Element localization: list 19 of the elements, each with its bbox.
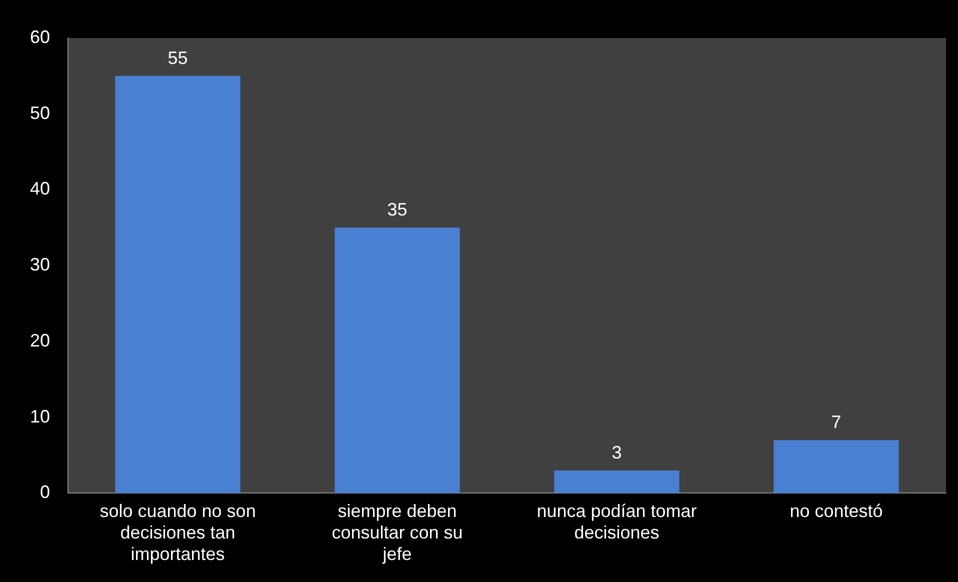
bar — [774, 440, 899, 494]
bar — [554, 470, 680, 494]
x-tick-label: solo cuando no son decisiones tan importantes — [100, 500, 256, 564]
bar — [115, 76, 240, 494]
data-label: 55 — [168, 48, 188, 68]
y-tick-label: 30 — [30, 254, 50, 275]
y-tick-label: 50 — [30, 102, 50, 123]
bar — [334, 228, 460, 494]
data-label: 35 — [387, 200, 408, 220]
x-tick-label: nunca podían tomar decisiones — [536, 500, 697, 543]
y-tick-label: 60 — [30, 26, 50, 47]
data-label: 7 — [831, 412, 842, 432]
y-tick-label: 20 — [30, 330, 50, 350]
x-tick-label: siempre deben consultar con su jefe — [332, 500, 463, 564]
y-tick-label: 10 — [30, 406, 50, 426]
y-tick-label: 40 — [30, 178, 50, 199]
data-label: 3 — [612, 442, 622, 462]
x-tick-label: no contestó — [790, 500, 883, 521]
y-tick-label: 0 — [40, 482, 50, 502]
